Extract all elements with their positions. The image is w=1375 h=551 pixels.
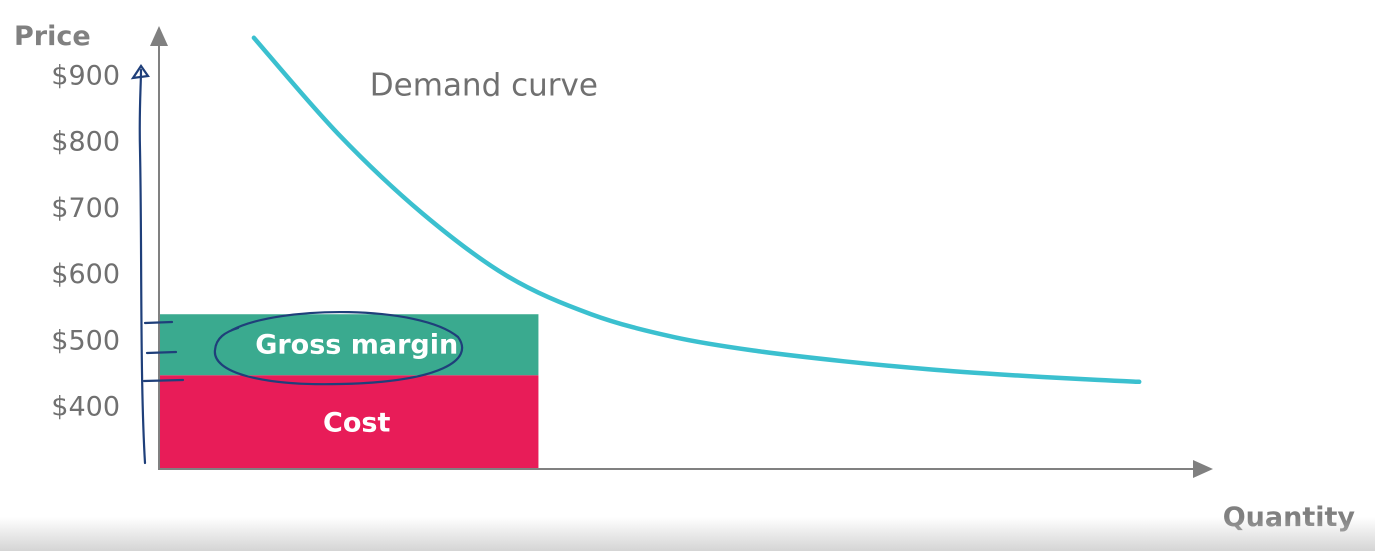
hand-drawn-vertical-arrow xyxy=(138,68,147,465)
cost-region xyxy=(159,375,539,470)
demand-curve-label: Demand curve xyxy=(370,67,598,103)
hand-drawn-arrowhead-icon xyxy=(130,64,150,80)
bottom-shadow xyxy=(0,517,1375,551)
hand-drawn-tick-mark xyxy=(143,320,174,325)
hand-drawn-tick-mark xyxy=(142,378,185,383)
hand-drawn-ellipse xyxy=(213,311,464,386)
x-axis-arrow-icon xyxy=(1193,460,1213,478)
y-axis-arrow-icon xyxy=(150,26,168,46)
y-tick-label: $700 xyxy=(51,193,120,224)
demand-curve-line xyxy=(251,35,1142,385)
hand-drawn-annotations xyxy=(130,64,464,465)
y-tick-label: $500 xyxy=(51,325,120,356)
y-tick-label: $900 xyxy=(51,60,120,91)
y-axis-title: Price xyxy=(14,21,91,52)
hand-drawn-tick-mark xyxy=(145,350,178,355)
y-tick-label: $600 xyxy=(51,259,120,290)
cost-region-label: Cost xyxy=(323,408,390,439)
y-tick-label: $400 xyxy=(51,392,120,423)
gross-margin-region-label: Gross margin xyxy=(255,330,458,361)
y-tick-label: $800 xyxy=(51,127,120,158)
y-tick-labels: $900 $800 $700 $600 $500 $400 xyxy=(51,60,120,422)
